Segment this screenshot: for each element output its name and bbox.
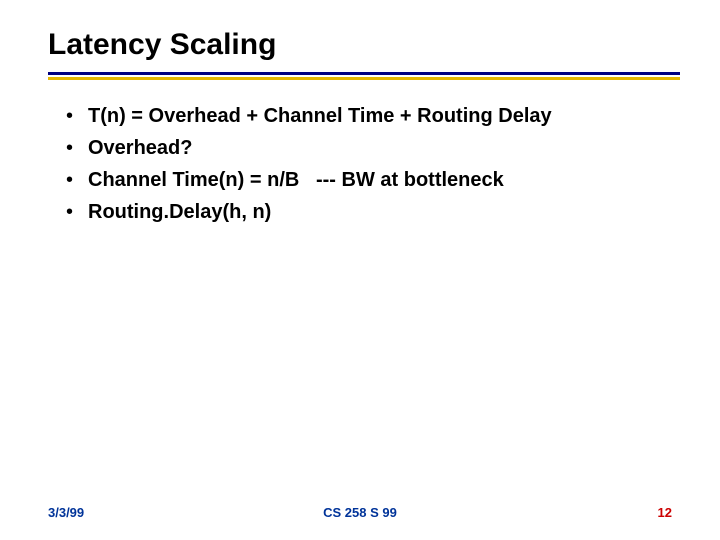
page-number: 12 xyxy=(658,505,672,520)
bullet-text: Overhead? xyxy=(88,134,192,162)
bullet-text: Routing.Delay(h, n) xyxy=(88,198,271,226)
footer-course: CS 258 S 99 xyxy=(323,505,397,520)
slide-title: Latency Scaling xyxy=(48,28,680,62)
footer-date: 3/3/99 xyxy=(48,505,84,520)
bullet-icon: • xyxy=(66,134,88,162)
rule-top xyxy=(48,72,680,75)
list-item: • Routing.Delay(h, n) xyxy=(66,198,680,226)
bullet-icon: • xyxy=(66,198,88,226)
list-item: • T(n) = Overhead + Channel Time + Routi… xyxy=(66,102,680,130)
bullet-text: T(n) = Overhead + Channel Time + Routing… xyxy=(88,102,552,130)
list-item: • Overhead? xyxy=(66,134,680,162)
bullet-icon: • xyxy=(66,102,88,130)
bullet-text: Channel Time(n) = n/B --- BW at bottlene… xyxy=(88,166,504,194)
footer: 3/3/99 CS 258 S 99 12 xyxy=(0,505,720,520)
rule-bottom xyxy=(48,77,680,80)
bullet-list: • T(n) = Overhead + Channel Time + Routi… xyxy=(48,102,680,226)
slide: Latency Scaling • T(n) = Overhead + Chan… xyxy=(0,0,720,540)
list-item: • Channel Time(n) = n/B --- BW at bottle… xyxy=(66,166,680,194)
bullet-icon: • xyxy=(66,166,88,194)
